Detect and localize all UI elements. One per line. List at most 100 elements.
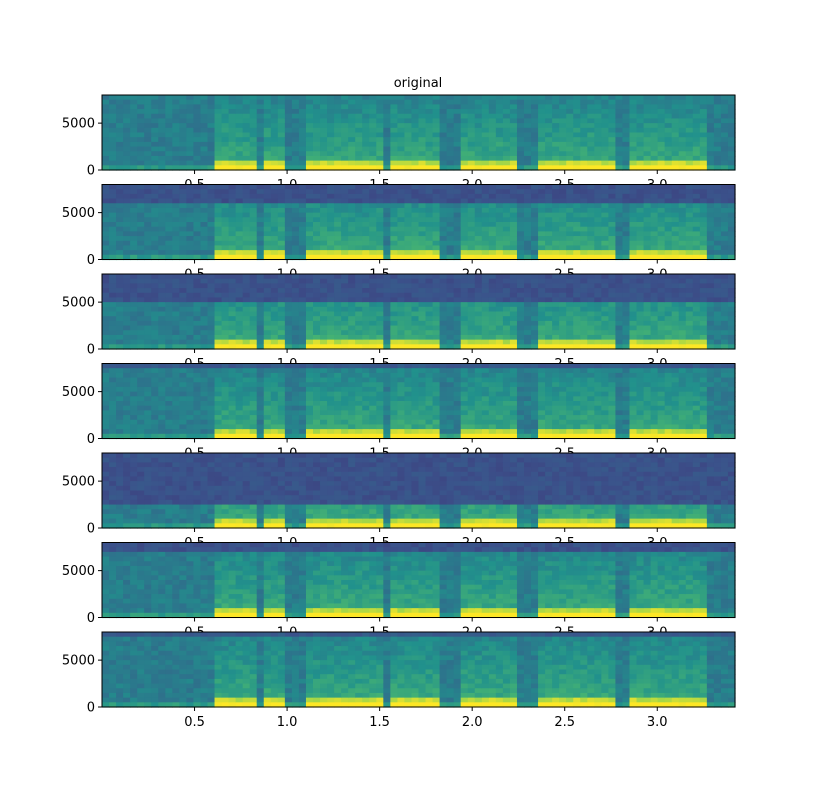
heatmap-cell <box>727 292 736 299</box>
heatmap-cell <box>552 344 560 350</box>
heatmap-cell <box>439 109 448 115</box>
heatmap-cell <box>516 207 525 214</box>
heatmap-cell <box>341 254 349 261</box>
heatmap-cell <box>179 99 187 105</box>
heatmap-cell <box>151 368 159 374</box>
heatmap-cell <box>502 109 511 115</box>
heatmap-cell <box>348 127 356 134</box>
heatmap-cell <box>502 344 511 350</box>
heatmap-cell <box>657 203 666 209</box>
heatmap-cell <box>629 155 638 162</box>
heatmap-cell <box>355 254 363 261</box>
heatmap-cell <box>207 203 216 209</box>
heatmap-cell <box>552 155 560 162</box>
heatmap-cell <box>179 137 187 143</box>
heatmap-cell <box>123 212 131 218</box>
heatmap-cell <box>355 363 363 369</box>
heatmap-cell <box>559 155 567 162</box>
heatmap-cell <box>432 212 441 218</box>
heatmap-cell <box>116 391 124 397</box>
heatmap-cell <box>200 297 209 303</box>
heatmap-cell <box>524 240 532 247</box>
heatmap-cell <box>123 217 131 223</box>
heatmap-cell <box>425 226 434 232</box>
heatmap-cell <box>277 320 286 327</box>
heatmap-cell <box>615 127 624 134</box>
heatmap-cell <box>524 292 532 299</box>
heatmap-cell <box>425 236 434 242</box>
heatmap-cell <box>242 132 251 138</box>
heatmap-cell <box>650 250 659 256</box>
heatmap-cell <box>524 283 532 289</box>
heatmap-cell <box>263 339 272 345</box>
heatmap-cell <box>516 240 525 247</box>
heatmap-cell <box>348 283 356 289</box>
heatmap-cell <box>594 109 602 115</box>
heatmap-cell <box>488 217 497 223</box>
heatmap-cell <box>172 95 180 101</box>
heatmap-cell <box>615 109 624 115</box>
heatmap-cell <box>362 283 370 289</box>
heatmap-cell <box>277 207 286 214</box>
heatmap-cell <box>573 146 581 152</box>
heatmap-cell <box>531 334 539 341</box>
heatmap-cell <box>284 433 293 440</box>
heatmap-cell <box>362 146 370 152</box>
heatmap-cell <box>298 137 307 143</box>
heatmap-cell <box>516 155 525 162</box>
heatmap-cell <box>130 415 138 421</box>
heatmap-cell <box>116 240 124 247</box>
heatmap-cell <box>109 372 117 379</box>
heatmap-cell <box>601 212 609 218</box>
heatmap-cell <box>467 109 476 115</box>
heatmap-cell <box>165 330 173 336</box>
heatmap-cell <box>720 165 729 171</box>
heatmap-cell <box>305 339 314 345</box>
heatmap-cell <box>594 160 602 166</box>
heatmap-cell <box>629 288 638 294</box>
heatmap-cell <box>713 334 722 341</box>
heatmap-cell <box>172 419 180 426</box>
heatmap-cell <box>116 109 124 115</box>
heatmap-cell <box>509 222 518 228</box>
heatmap-cell <box>650 231 659 237</box>
heatmap-cell <box>678 155 687 162</box>
heatmap-cell <box>678 151 687 157</box>
heatmap-cell <box>207 137 216 143</box>
heatmap-cell <box>425 217 434 223</box>
heatmap-cell <box>453 222 462 228</box>
heatmap-cell <box>313 222 321 228</box>
heatmap-cell <box>362 316 370 322</box>
heatmap-cell <box>439 104 448 110</box>
heatmap-cell <box>608 203 617 209</box>
heatmap-cell <box>699 250 708 256</box>
heatmap-cell <box>109 283 117 289</box>
heatmap-cell <box>404 274 413 280</box>
heatmap-cell <box>291 288 300 294</box>
heatmap-cell <box>390 184 398 190</box>
heatmap-cell <box>137 424 145 430</box>
heatmap-cell <box>334 155 342 162</box>
heatmap-cell <box>130 306 138 313</box>
heatmap-cell <box>516 339 525 345</box>
heatmap-cell <box>432 236 441 242</box>
heatmap-cell <box>446 165 455 171</box>
heatmap-cell <box>327 419 335 426</box>
heatmap-cell <box>313 419 321 426</box>
heatmap-cell <box>411 240 420 247</box>
heatmap-cell <box>580 127 588 134</box>
heatmap-cell <box>116 339 124 345</box>
heatmap-cell <box>538 320 546 327</box>
heatmap-cell <box>221 254 230 261</box>
heatmap-cell <box>516 316 525 322</box>
heatmap-cell <box>727 113 736 120</box>
heatmap-cell <box>109 236 117 242</box>
heatmap-cell <box>102 146 110 152</box>
heatmap-cell <box>298 226 307 232</box>
heatmap-cell <box>130 334 138 341</box>
heatmap-cell <box>460 160 469 166</box>
heatmap-cell <box>102 189 110 195</box>
heatmap-cell <box>151 363 159 369</box>
heatmap-cell <box>664 278 673 284</box>
heatmap-cell <box>636 99 645 105</box>
